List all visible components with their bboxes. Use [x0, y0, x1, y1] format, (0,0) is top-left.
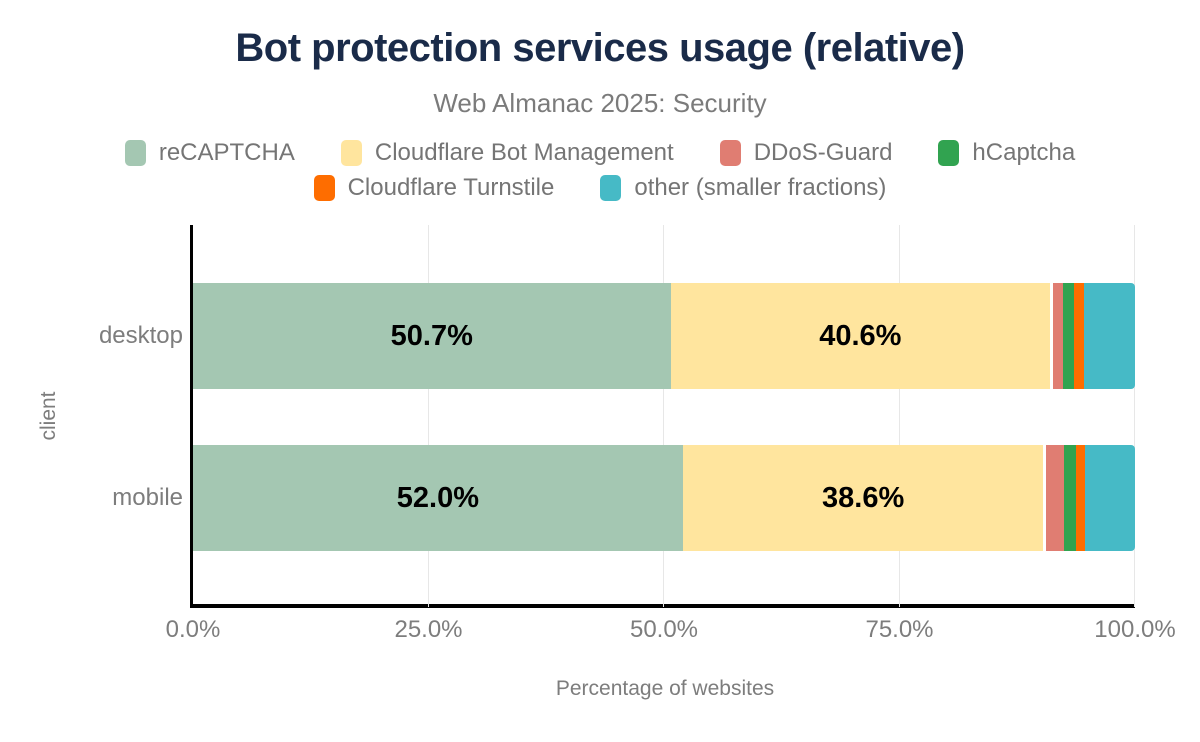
x-tick-label: 75.0% — [865, 616, 934, 643]
bar-segment — [1063, 283, 1074, 389]
bar-segment — [1084, 283, 1135, 389]
x-axis-title: Percentage of websites — [555, 677, 775, 700]
legend-item: hCaptcha — [938, 139, 1075, 167]
legend: reCAPTCHA Cloudflare Bot Management DDoS-G… — [100, 139, 1100, 202]
y-axis-title: client — [37, 391, 60, 441]
legend-label: Cloudflare Turnstile — [347, 174, 555, 201]
bar-segment-label: 40.6% — [819, 319, 902, 352]
bar-segment-label: 50.7% — [390, 319, 473, 352]
bar-segment: 40.6% — [670, 283, 1054, 389]
bar-segment — [1064, 445, 1076, 551]
bar-segment — [1075, 445, 1086, 551]
bar-segment — [1053, 283, 1064, 389]
legend-item: reCAPTCHA — [124, 139, 295, 167]
bar-segment — [1046, 445, 1065, 551]
legend-swatch-icon — [938, 140, 960, 166]
legend-swatch-icon — [719, 140, 741, 166]
gridline — [1134, 225, 1135, 607]
gridline — [898, 225, 900, 607]
legend-label: reCAPTCHA — [158, 139, 295, 166]
legend-label: DDoS-Guard — [753, 139, 893, 166]
gridline — [427, 225, 429, 607]
gridline — [663, 225, 664, 607]
legend-swatch-icon — [124, 140, 146, 166]
legend-swatch-icon — [600, 175, 622, 201]
bar-segment-label: 38.6% — [822, 481, 905, 514]
bar-segment: 50.7% — [193, 283, 671, 389]
bar-segment: 38.6% — [682, 445, 1047, 551]
legend-label: other (smaller fractions) — [634, 174, 887, 201]
x-tick-label: 25.0% — [394, 616, 463, 643]
page-title: Bot protection services usage (relative) — [235, 26, 965, 70]
bar-row-mobile: 52.0% 38.6% — [193, 445, 1135, 551]
legend-item: Cloudflare Bot Management — [340, 139, 674, 167]
legend-item: other (smaller fractions) — [600, 174, 886, 202]
bar-segment — [1085, 445, 1135, 551]
legend-item: Cloudflare Turnstile — [313, 174, 555, 202]
legend-swatch-icon — [340, 140, 362, 166]
bar-segment — [1073, 283, 1085, 389]
category-label-desktop: desktop — [98, 322, 183, 349]
category-label-mobile: mobile — [112, 484, 183, 511]
x-axis-line — [190, 604, 1135, 608]
plot-area: 50.7% 40.6% 52.0% 38.6% — [193, 225, 1135, 607]
legend-label: Cloudflare Bot Management — [374, 139, 674, 166]
bar-segment-label: 52.0% — [396, 481, 480, 514]
y-axis-line — [190, 225, 193, 607]
page-subtitle: Web Almanac 2025: Security — [433, 88, 767, 118]
bar-segment: 52.0% — [193, 445, 683, 551]
x-tick-label: 100.0% — [1094, 616, 1176, 643]
legend-label: hCaptcha — [972, 139, 1076, 166]
legend-item: DDoS-Guard — [719, 139, 893, 167]
bar-row-desktop: 50.7% 40.6% — [193, 283, 1135, 389]
x-tick-label: 50.0% — [629, 616, 699, 643]
x-tick-label: 0.0% — [165, 616, 221, 643]
legend-swatch-icon — [313, 175, 335, 201]
